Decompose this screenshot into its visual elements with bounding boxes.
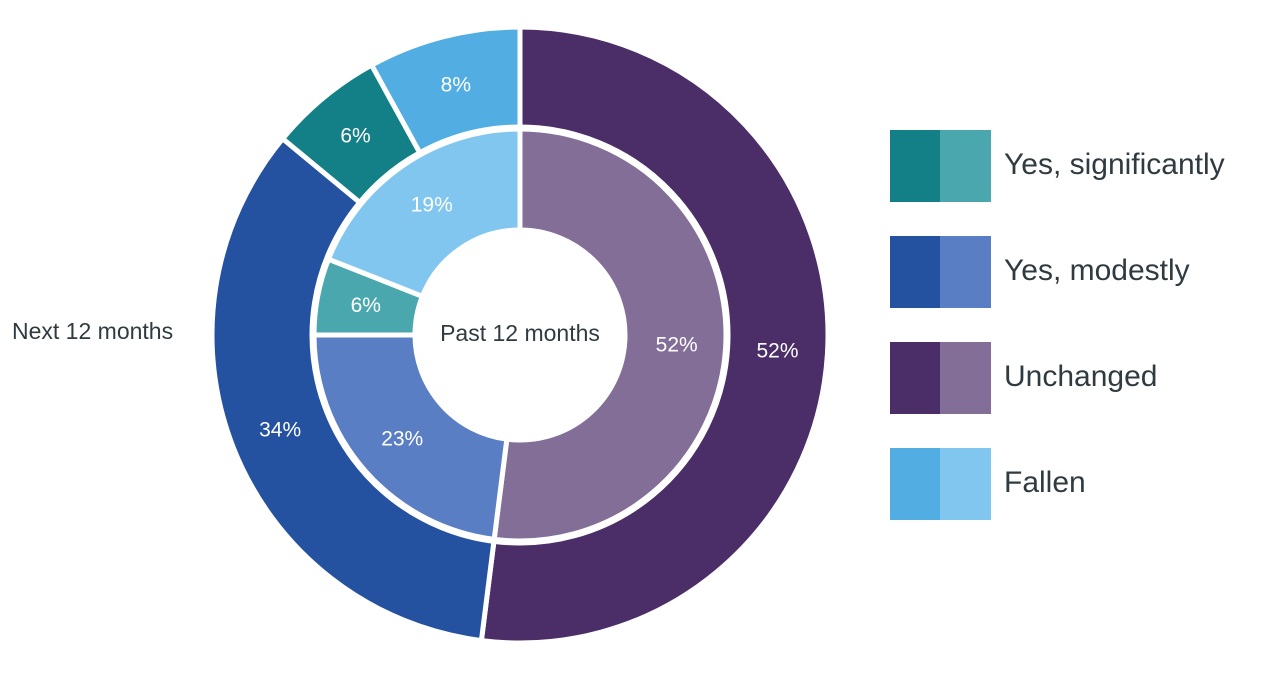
outer-data-label-yes-modestly: 34%	[259, 418, 301, 441]
inner-data-label-yes-modestly: 23%	[381, 427, 423, 450]
outer-data-label-fallen: 8%	[441, 74, 471, 97]
inner-data-label-unchanged: 52%	[656, 333, 698, 356]
legend-swatch-next	[890, 236, 940, 308]
legend-swatch-next	[890, 448, 940, 520]
inner-slice-unchanged	[491, 126, 729, 544]
inner-data-label-fallen: 19%	[411, 194, 453, 217]
inner-slice-yes-modestly	[311, 332, 510, 543]
legend-swatch-past	[940, 236, 991, 308]
outer-data-label-unchanged: 52%	[756, 340, 798, 363]
legend-swatch-past	[940, 342, 991, 414]
legend-swatch-next	[890, 342, 940, 414]
legend-swatch-next	[890, 130, 940, 202]
inner-ring-label: Past 12 months	[440, 320, 600, 346]
legend-label: Yes, significantly	[1004, 148, 1225, 181]
legend-label: Unchanged	[1004, 360, 1158, 393]
outer-ring-label: Next 12 months	[12, 318, 174, 344]
outer-data-label-yes-significantly: 6%	[340, 125, 370, 148]
legend-swatch-past	[940, 130, 991, 202]
inner-ring	[311, 126, 729, 544]
slice-labels: 52% 34% 6% 8% 52% 23% 6% 19%	[259, 74, 798, 451]
inner-data-label-yes-significantly: 6%	[351, 294, 381, 317]
inner-slice-fallen	[325, 126, 523, 300]
legend-label: Fallen	[1004, 466, 1086, 499]
legend-swatch-past	[940, 448, 991, 520]
legend-label: Yes, modestly	[1004, 254, 1190, 287]
